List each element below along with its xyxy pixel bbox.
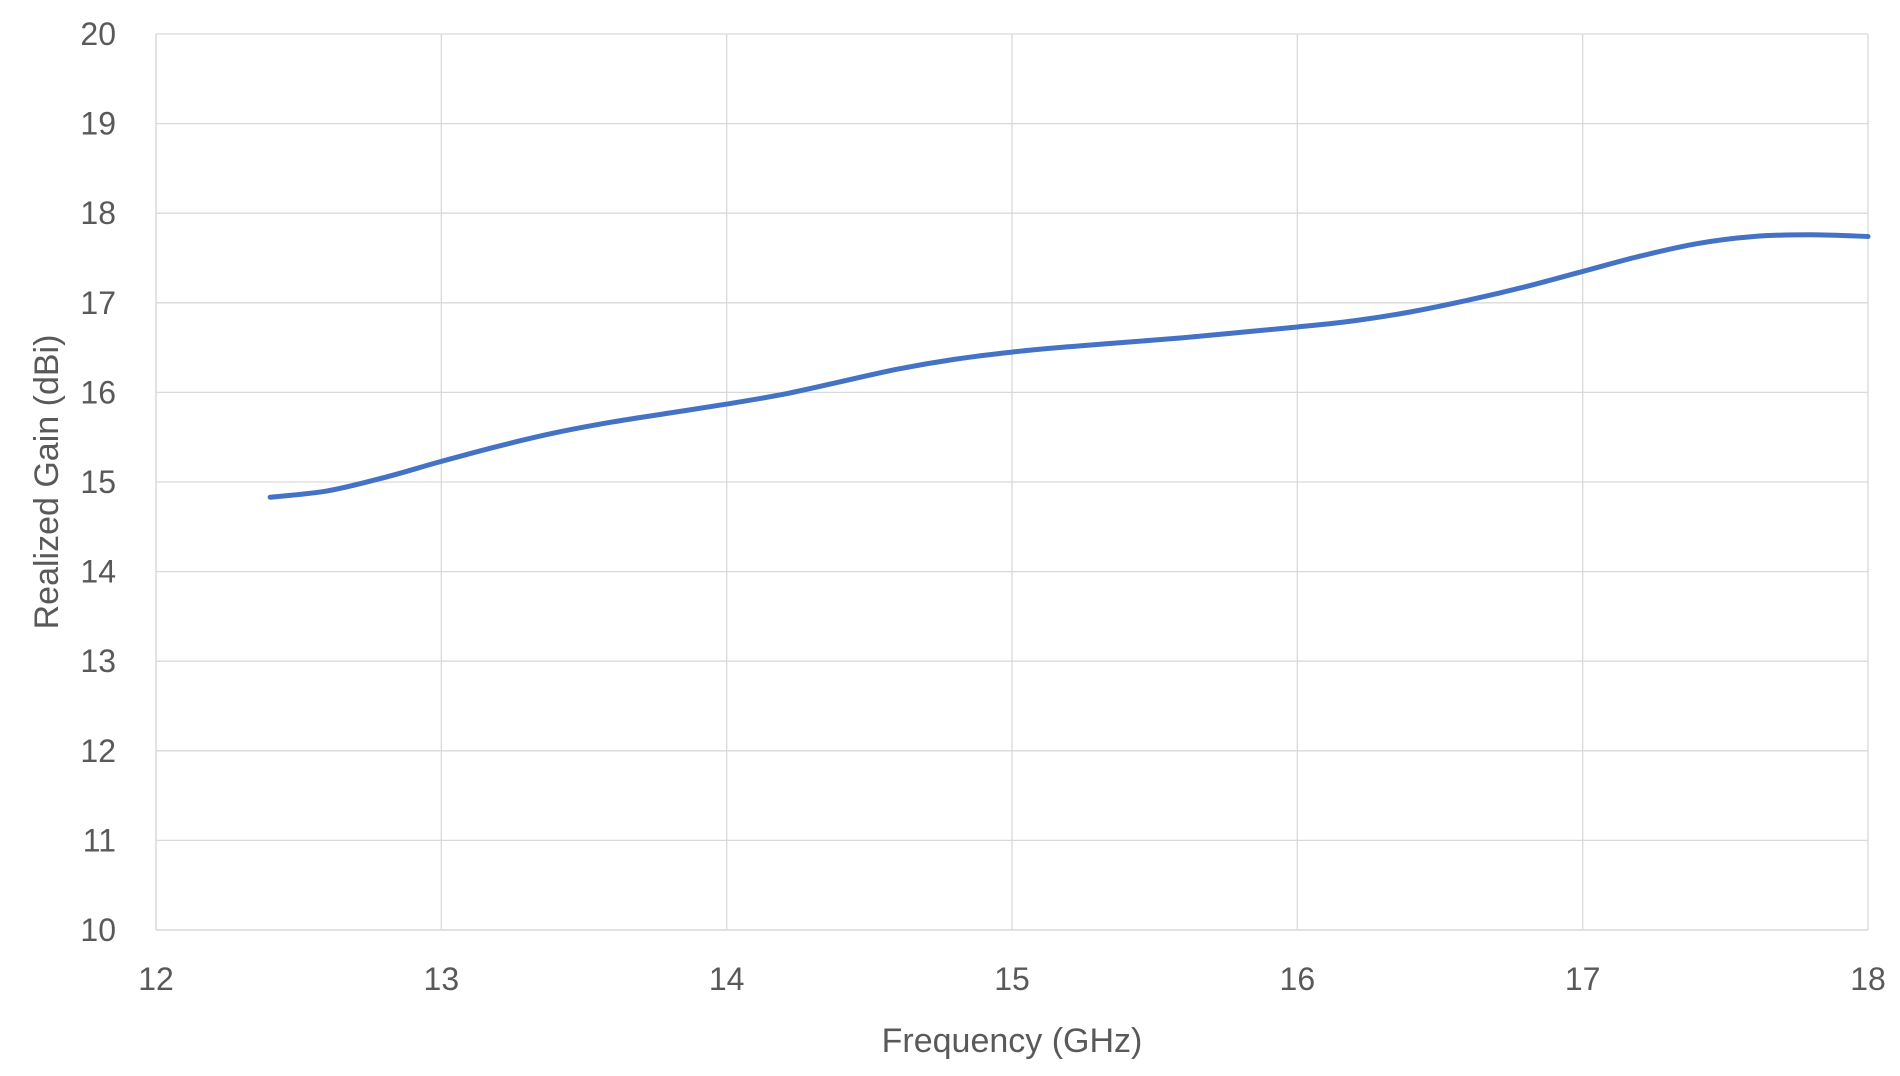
y-tick-label: 13 [80, 643, 116, 679]
series-group [267, 232, 1871, 500]
y-tick-label: 11 [83, 822, 116, 858]
x-tick-label: 13 [424, 961, 460, 997]
x-tick-label: 17 [1565, 961, 1601, 997]
y-axis-tick-labels: 10 11 12 13 14 15 16 17 18 19 20 [80, 16, 116, 948]
series-line-realized-gain [267, 232, 1871, 500]
y-tick-label: 17 [80, 285, 116, 321]
x-tick-label: 12 [138, 961, 174, 997]
y-axis-title: Realized Gain (dBi) [28, 335, 66, 630]
y-tick-label: 10 [80, 912, 116, 948]
x-tick-label: 15 [994, 961, 1030, 997]
x-tick-label: 18 [1850, 961, 1886, 997]
y-tick-label: 12 [80, 733, 116, 769]
horizontal-gridlines [156, 33, 1868, 842]
x-tick-label: 16 [1280, 961, 1316, 997]
y-tick-label: 18 [80, 195, 116, 231]
x-tick-label: 14 [709, 961, 745, 997]
y-tick-label: 19 [80, 106, 116, 142]
axes [155, 34, 1868, 931]
y-tick-label: 14 [80, 554, 116, 590]
y-tick-label: 15 [80, 464, 116, 500]
x-axis-tick-labels: 12 13 14 15 16 17 18 [138, 961, 1886, 997]
y-tick-label: 16 [80, 374, 116, 410]
y-tick-label: 20 [80, 16, 116, 52]
x-axis-title: Frequency (GHz) [882, 1022, 1143, 1060]
